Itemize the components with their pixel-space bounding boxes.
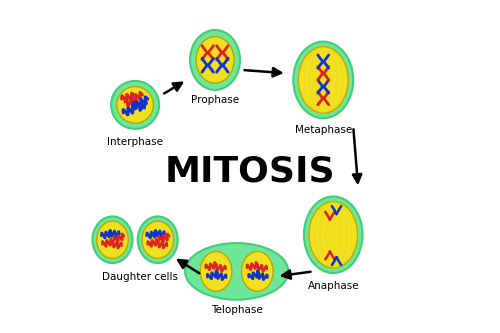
Ellipse shape (92, 216, 132, 263)
Ellipse shape (117, 87, 154, 123)
Text: MITOSIS: MITOSIS (164, 155, 336, 188)
Text: Metaphase: Metaphase (294, 125, 352, 135)
Ellipse shape (304, 196, 362, 273)
Text: Prophase: Prophase (191, 95, 239, 105)
Ellipse shape (111, 81, 159, 129)
Text: Daughter cells: Daughter cells (102, 272, 178, 282)
Ellipse shape (138, 216, 177, 263)
Ellipse shape (298, 47, 348, 113)
Ellipse shape (190, 30, 240, 90)
Ellipse shape (142, 221, 174, 258)
Text: Anaphase: Anaphase (308, 281, 359, 291)
Ellipse shape (309, 201, 358, 268)
Ellipse shape (294, 42, 353, 118)
Ellipse shape (96, 221, 128, 258)
Text: Interphase: Interphase (107, 137, 163, 147)
Ellipse shape (200, 251, 232, 291)
Ellipse shape (242, 251, 273, 291)
Ellipse shape (196, 37, 234, 83)
Ellipse shape (185, 243, 288, 300)
Text: Telophase: Telophase (211, 305, 262, 315)
